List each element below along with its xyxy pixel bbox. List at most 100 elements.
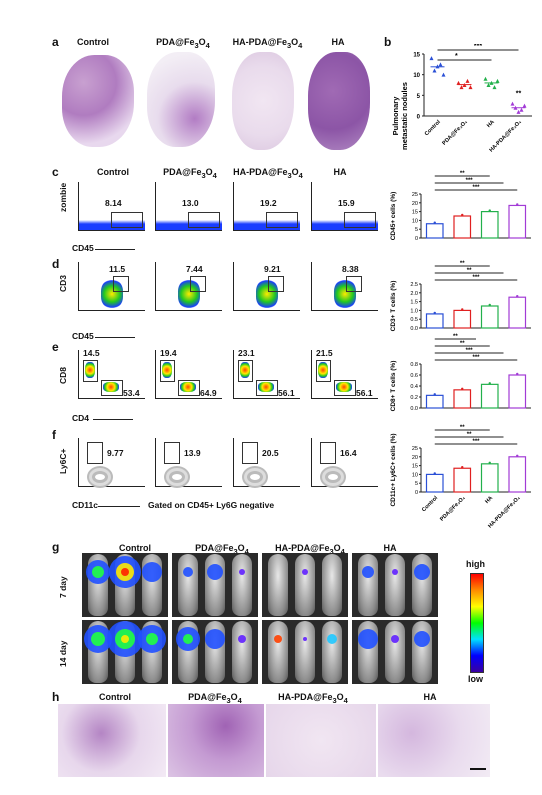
- luminescence-signal: [121, 635, 129, 643]
- mouse: [385, 554, 405, 616]
- flow-c-value: 19.2: [260, 198, 277, 208]
- bar-chart-d: CD3+ T cells (%) 0.00.51.01.52.02.5******…: [390, 261, 531, 332]
- flow-cd4-population: [180, 382, 196, 392]
- panel-label-f: f: [52, 428, 56, 442]
- bar-point: [516, 203, 519, 206]
- flow-contour: [87, 466, 113, 488]
- bar-sig-label: **: [460, 261, 465, 267]
- panel-label-g: g: [52, 540, 60, 554]
- chart-b-ylabel2: metastatic nodules: [400, 82, 409, 150]
- bar-sig-label: ***: [466, 348, 474, 354]
- flow-d-value: 9.21: [264, 264, 281, 274]
- group-title-pda-a: PDA@Fe3O4: [156, 37, 210, 50]
- mouse: [84, 621, 112, 683]
- mouse: [109, 554, 141, 616]
- bar-chart-f: CD11c+ Ly6C+ cells (%) 0510152025*******C…: [390, 425, 531, 530]
- histology-pda: [168, 704, 264, 777]
- flow-gate: [190, 276, 206, 292]
- bar-sig-label: ***: [472, 355, 480, 361]
- group-title-control-a: Control: [77, 37, 109, 47]
- chart-b-ytick-label: 5: [417, 94, 421, 100]
- mouse: [295, 554, 315, 616]
- chart-b-point: [432, 68, 437, 73]
- bioluminescence-7day-0: [82, 553, 168, 617]
- luminescence-signal: [92, 566, 104, 578]
- flow-plot-d-2: 9.21: [233, 262, 300, 311]
- bar-chart-c-ylabel: CD45+ cells (%): [390, 192, 397, 241]
- bar-f-1: [453, 467, 472, 493]
- bar-d-2: [480, 305, 499, 329]
- bar-point: [433, 221, 436, 224]
- flow-plot-f-0: 9.77: [78, 438, 145, 488]
- flow-gate: [113, 276, 129, 292]
- chart-b-category-label: HA: [486, 119, 496, 129]
- flow-plot-f-1: 13.9: [155, 438, 222, 488]
- flow-f-value: 13.9: [184, 448, 201, 458]
- bar-chart-f-ylabel: CD11c+ Ly6C+ cells (%): [390, 433, 397, 506]
- bar-ytick-label: 0.8: [410, 362, 418, 368]
- flow-contour: [242, 466, 268, 488]
- bioluminescence-7day-2: [262, 553, 348, 617]
- flow-f-xlabel: CD11c: [72, 500, 98, 510]
- mouse: [205, 554, 225, 616]
- bar-point: [433, 393, 436, 396]
- chart-b-sig-2: *: [455, 53, 458, 60]
- bar-e-3: [508, 374, 527, 409]
- flow-e-xarrow: [93, 419, 133, 420]
- flow-d-value: 7.44: [186, 264, 203, 274]
- flow-e-ylabel: CD8: [58, 366, 68, 384]
- group-title-pda-g: PDA@Fe3O4: [195, 543, 249, 556]
- bar-ytick-label: 5: [415, 481, 418, 487]
- chart-b-point: [495, 78, 500, 83]
- bar-ytick-label: 0.6: [410, 373, 418, 379]
- mouse: [268, 554, 288, 616]
- flow-cd8-population: [240, 362, 250, 378]
- group-title-ha-h: HA: [423, 692, 437, 702]
- bar-c-2: [480, 210, 499, 239]
- bar-ytick-label: 1.5: [410, 300, 418, 306]
- flow-c-xarrow: [95, 249, 135, 250]
- chart-b-sig-1: ***: [474, 44, 482, 50]
- bar-c-3: [508, 204, 527, 239]
- panel-label-e: e: [52, 340, 59, 354]
- mouse: [142, 554, 162, 616]
- luminescence-signal: [391, 635, 399, 643]
- mouse: [295, 621, 315, 683]
- group-title-pda-c: PDA@Fe3O4: [163, 167, 217, 180]
- flow-gate: [316, 360, 331, 382]
- flow-plot-e-3: 21.5 56.1: [311, 348, 378, 399]
- bar-point: [461, 213, 464, 217]
- flow-c-xlabel: CD45: [72, 243, 94, 253]
- chart-b-category-label: PDA@Fe₃O₄: [441, 119, 469, 147]
- lung-image-control: [62, 55, 134, 147]
- mouse: [178, 554, 198, 616]
- panel-label-a: a: [52, 35, 59, 49]
- bar-ytick-label: 0: [415, 490, 418, 496]
- chart-b-ytick-label: 15: [413, 53, 420, 59]
- g-row-label-14day: 14 day: [58, 640, 68, 667]
- chart-b-point: [438, 62, 443, 67]
- mouse: [358, 554, 378, 616]
- bar-e-2: [480, 383, 499, 409]
- bar-sig-label: **: [467, 268, 472, 274]
- mouse: [412, 621, 432, 683]
- luminescence-signal: [302, 569, 308, 575]
- flow-gate: [101, 380, 123, 396]
- flow-plot-f-3: 16.4: [311, 438, 378, 488]
- bar-point: [516, 372, 519, 376]
- mouse: [412, 554, 432, 616]
- bar-sig-label: ***: [472, 439, 480, 445]
- panel-label-b: b: [384, 35, 392, 49]
- bar-point: [461, 387, 464, 391]
- flow-c-value: 8.14: [105, 198, 122, 208]
- chart-b-point: [441, 72, 446, 77]
- flow-f-value: 16.4: [340, 448, 357, 458]
- bar-ytick-label: 1.0: [410, 308, 418, 314]
- histology-ha-pda: [266, 704, 376, 777]
- chart-b-point: [456, 80, 461, 85]
- luminescence-signal: [239, 569, 245, 575]
- bar-f-2: [480, 463, 499, 493]
- flow-d-ylabel: CD3: [58, 274, 68, 292]
- flow-d-xlabel: CD45: [72, 331, 94, 341]
